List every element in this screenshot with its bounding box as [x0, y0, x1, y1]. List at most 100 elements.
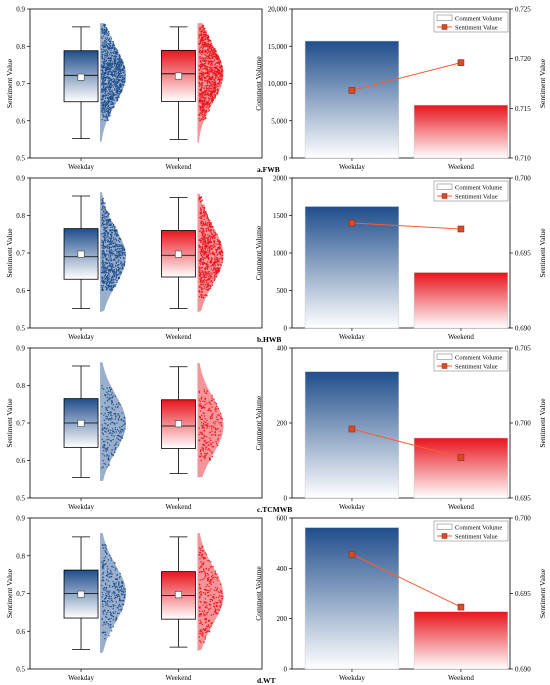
legend-marker-sentiment [441, 24, 448, 30]
jitter-point [110, 99, 112, 101]
jitter-point [213, 79, 215, 81]
jitter-point [107, 406, 109, 408]
jitter-point [106, 116, 108, 118]
jitter-point [208, 568, 210, 570]
jitter-point [115, 230, 117, 233]
jitter-point [115, 249, 117, 251]
jitter-point [117, 589, 119, 591]
jitter-point [208, 608, 210, 610]
jitter-point [111, 573, 113, 575]
jitter-point [104, 206, 106, 208]
jitter-point [118, 62, 120, 64]
jitter-point [114, 58, 116, 60]
jitter-point [120, 71, 122, 73]
jitter-point [102, 114, 104, 116]
jitter-point [109, 586, 111, 588]
jitter-point [210, 68, 212, 71]
jitter-point [109, 103, 112, 105]
jitter-point [117, 85, 119, 87]
jitter-point [101, 277, 104, 279]
jitter-point [102, 82, 104, 84]
jitter-point [110, 74, 113, 76]
jitter-point [212, 613, 214, 616]
jitter-point [110, 241, 112, 243]
jitter-point [207, 90, 209, 92]
jitter-point [219, 243, 222, 245]
jitter-point [102, 568, 104, 570]
jitter-point [118, 584, 120, 587]
y-tick-label: 1000 [273, 250, 288, 258]
jitter-point [102, 459, 104, 462]
jitter-point [205, 631, 207, 633]
jitter-point [216, 74, 218, 76]
jitter-point [203, 110, 205, 112]
jitter-point [207, 595, 209, 597]
jitter-point [208, 72, 210, 74]
jitter-point [122, 247, 124, 249]
jitter-point [118, 582, 120, 584]
jitter-point [109, 223, 111, 225]
jitter-point [199, 285, 201, 287]
jitter-point [115, 254, 117, 256]
jitter-point [204, 93, 207, 95]
jitter-point [205, 553, 207, 555]
jitter-point [109, 41, 111, 43]
jitter-point [199, 106, 201, 108]
jitter-point [107, 220, 110, 222]
jitter-point [208, 278, 210, 280]
jitter-point [110, 73, 113, 75]
jitter-point [200, 66, 202, 68]
jitter-point [218, 239, 220, 242]
jitter-point [109, 251, 112, 253]
jitter-point [204, 50, 206, 52]
jitter-point [199, 46, 201, 48]
jitter-point [101, 239, 103, 242]
jitter-point [213, 81, 215, 83]
legend-box [433, 11, 509, 33]
jitter-point [200, 601, 202, 603]
jitter-point [201, 418, 203, 420]
jitter-point [108, 109, 110, 111]
jitter-point [213, 605, 215, 607]
jitter-point [221, 76, 223, 78]
jitter-point [206, 631, 208, 633]
jitter-point [112, 106, 115, 109]
jitter-point [106, 37, 109, 39]
y2-tick-label: 0.695 [515, 495, 531, 503]
jitter-point [205, 89, 208, 91]
jitter-point [111, 226, 114, 228]
jitter-point [119, 403, 121, 406]
jitter-point [211, 395, 213, 397]
jitter-point [108, 285, 110, 287]
jitter-point [198, 239, 200, 241]
jitter-point [204, 245, 206, 247]
y-tick-label: 200 [277, 420, 288, 428]
jitter-point [112, 265, 114, 267]
jitter-point [120, 90, 122, 92]
jitter-point [109, 253, 111, 255]
jitter-point [203, 215, 205, 217]
jitter-point [214, 234, 216, 236]
jitter-point [214, 431, 216, 434]
jitter-point [218, 63, 220, 65]
jitter-point [113, 566, 115, 568]
jitter-point [205, 243, 208, 245]
jitter-point [204, 214, 206, 216]
jitter-point [110, 234, 112, 236]
jitter-point [211, 67, 213, 69]
jitter-point [111, 55, 114, 57]
jitter-point [109, 230, 111, 232]
jitter-point [103, 45, 106, 47]
jitter-point [205, 30, 207, 32]
jitter-point [104, 256, 107, 258]
jitter-point [214, 234, 216, 236]
jitter-point [108, 406, 110, 408]
jitter-point [200, 112, 203, 114]
jitter-point [119, 58, 121, 60]
jitter-point [123, 84, 125, 86]
jitter-point [112, 99, 114, 101]
jitter-point [108, 438, 110, 441]
jitter-point [204, 235, 206, 238]
jitter-point [201, 42, 204, 44]
jitter-point [109, 47, 111, 49]
